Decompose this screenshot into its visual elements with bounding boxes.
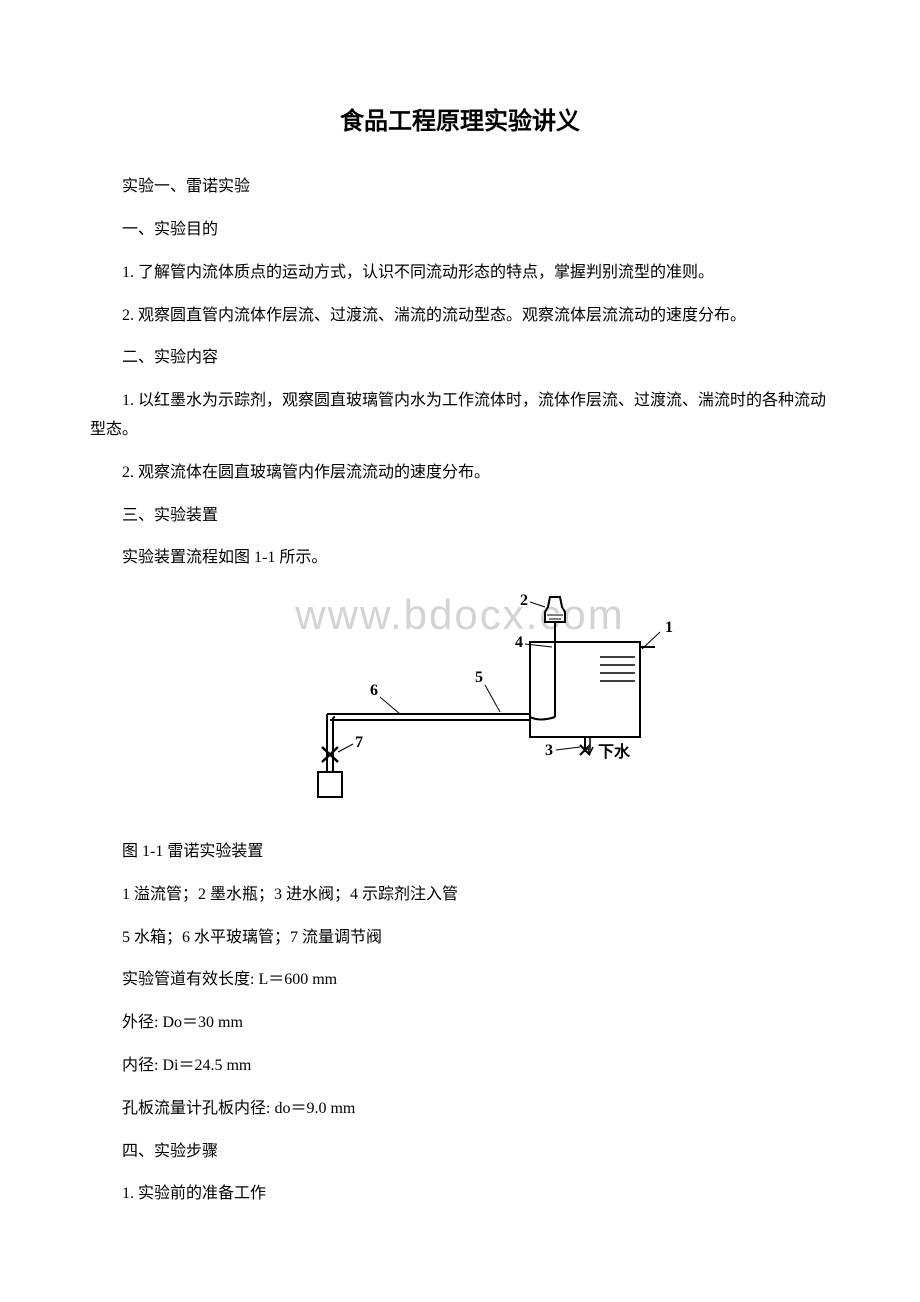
para-purpose-1: 1. 了解管内流体质点的运动方式，认识不同流动形态的特点，掌握判别流型的准则。 [90,259,830,288]
spec-outer-diameter: 外径: Do＝30 mm [90,1009,830,1038]
spec-length: 实验管道有效长度: L＝600 mm [90,966,830,995]
para-content-2: 2. 观察流体在圆直玻璃管内作层流流动的速度分布。 [90,459,830,488]
heading-procedure: 四、实验步骤 [90,1138,830,1167]
para-apparatus-ref: 实验装置流程如图 1-1 所示。 [90,544,830,573]
document-title: 食品工程原理实验讲义 [90,100,830,143]
diagram-label-3: 3 [545,742,553,759]
heading-content: 二、实验内容 [90,344,830,373]
apparatus-diagram: 1 2 4 3 下水 5 6 [240,587,680,807]
figure-legend-1: 1 溢流管；2 墨水瓶；3 进水阀；4 示踪剂注入管 [90,881,830,910]
spec-orifice-diameter: 孔板流量计孔板内径: do＝9.0 mm [90,1095,830,1124]
diagram-label-6: 6 [370,682,378,699]
diagram-label-7: 7 [355,734,363,751]
diagram-label-2: 2 [520,592,528,609]
diagram-label-4: 4 [515,634,523,651]
para-procedure-1: 1. 实验前的准备工作 [90,1180,830,1209]
spec-inner-diameter: 内径: Di＝24.5 mm [90,1052,830,1081]
diagram-label-5: 5 [475,669,483,686]
heading-experiment: 实验一、雷诺实验 [90,173,830,202]
para-purpose-2: 2. 观察圆直管内流体作层流、过渡流、湍流的流动型态。观察流体层流流动的速度分布… [90,302,830,331]
para-content-1: 1. 以红墨水为示踪剂，观察圆直玻璃管内水为工作流体时，流体作层流、过渡流、湍流… [90,387,830,445]
diagram-label-1: 1 [665,619,673,636]
diagram-container: www.bdocx.com 1 2 4 3 下水 [90,587,830,818]
heading-purpose: 一、实验目的 [90,216,830,245]
heading-apparatus: 三、实验装置 [90,502,830,531]
diagram-label-drain: 下水 [598,742,631,761]
figure-caption: 图 1-1 雷诺实验装置 [90,838,830,867]
figure-legend-2: 5 水箱；6 水平玻璃管；7 流量调节阀 [90,924,830,953]
